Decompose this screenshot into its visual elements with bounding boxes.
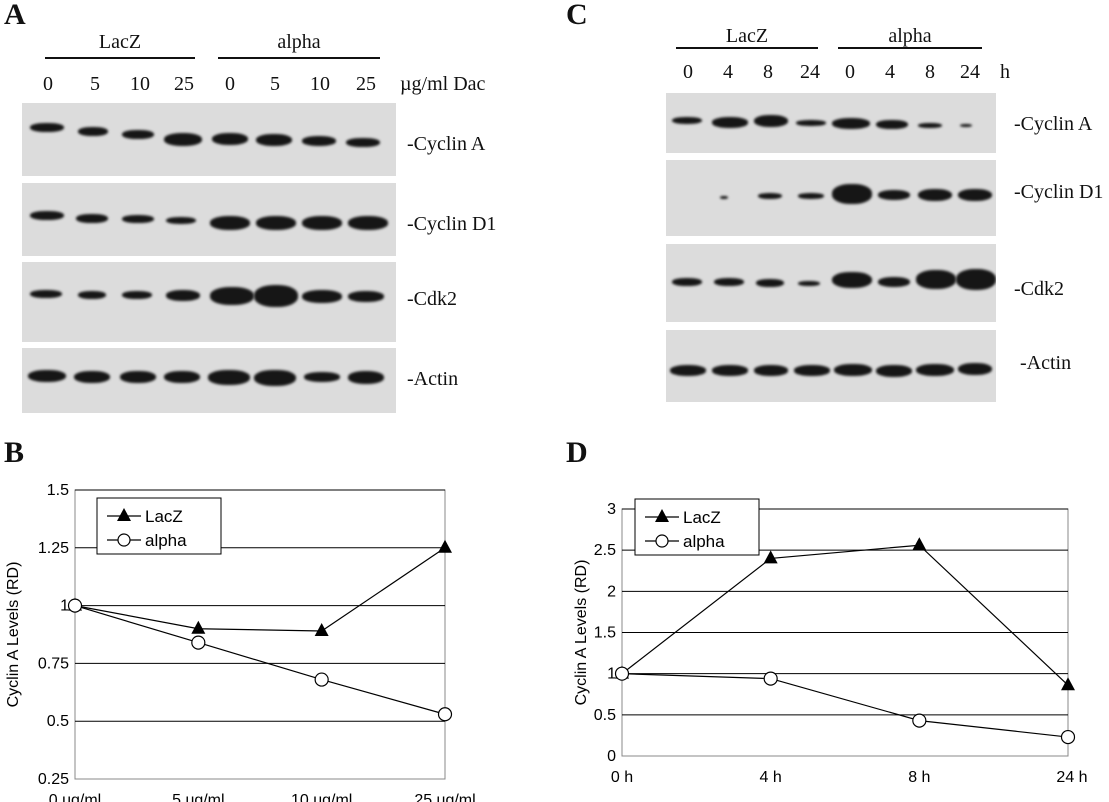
chart-d: 0 0.5 1 1.5 2 2.5 3 0 h 4 h 8 h 24 h Cyclin A Level… [573,498,1088,786]
panel-a-lane-label: 10 [130,73,150,95]
panel-c-blot-cyclin-a [666,93,996,153]
series-line-alpha [74,605,446,715]
panel-a-protein-label: -Cyclin A [407,133,486,155]
y-axis-title: Cyclin A Levels (RD) [5,562,22,708]
panel-a-blot-cyclin-d1 [22,183,396,256]
y-tick-label: 0.75 [38,655,69,672]
y-tick-label: 0.25 [38,771,69,788]
data-point-alpha [437,707,453,722]
panel-c-lane-label: 4 [723,61,733,83]
panel-a-group-lacz: LacZ [98,31,142,53]
panel-c-lane-label: 8 [763,61,773,83]
panel-c-letter: C [566,0,588,31]
data-point-LacZ [191,620,206,634]
legend-box [96,497,222,555]
panel-a-letter: A [4,0,26,31]
panel-d-letter: D [566,436,588,469]
data-point-alpha [763,671,778,686]
x-tick-label: 24 h [1056,769,1087,786]
legend-label: alpha [145,531,187,550]
panel-a-blot-actin [22,348,396,413]
legend-marker [117,533,131,547]
panel-a-lane-label: 5 [270,73,280,95]
panel-c-lane-label: 4 [885,61,895,83]
legend-label: LacZ [683,508,721,527]
panel-c-protein-label: -Cdk2 [1014,278,1064,300]
x-tick-label: 4 h [760,769,782,786]
panel-c-protein-label: -Actin [1020,352,1072,374]
data-point-alpha [614,666,630,681]
y-tick-label: 1 [607,666,616,683]
panel-a-protein-label: -Actin [407,368,459,390]
data-point-alpha [67,598,83,613]
x-tick-label: 0 ug/ml [49,792,101,802]
x-tick-label: 25 ug/ml [414,792,475,802]
panel-c-group-alpha-line [838,47,982,49]
panel-c-group-lacz: LacZ [725,25,769,47]
x-tick-label: 5 ug/ml [172,792,224,802]
data-point-LacZ [438,539,452,553]
panel-a-unit-label: µg/ml Dac [400,73,486,95]
panel-c-blot-cyclin-d1 [666,160,996,236]
data-point-LacZ [763,550,778,564]
y-tick-label: 1.25 [38,540,69,557]
panel-c-lane-label: 8 [925,61,935,83]
panel-b-letter: B [4,436,25,469]
panel-c-lane-label: 0 [683,61,693,83]
series-line-LacZ [74,547,446,632]
panel-c-blot-cdk2 [666,244,996,322]
panel-a-lane-label: 10 [310,73,330,95]
data-point-LacZ [314,623,329,637]
data-point-LacZ [912,537,927,551]
data-point-alpha [191,635,206,650]
panel-a-lane-label: 25 [356,73,376,95]
y-tick-label: 2 [607,583,616,600]
legend-label: LacZ [145,507,183,526]
panel-a-lane-label: 0 [43,73,53,95]
panel-a-blot-cyclin-a [22,103,396,176]
panel-a-group-lacz-line [45,57,195,59]
panel-c-group-alpha: alpha [888,25,932,47]
series-line-LacZ [621,544,1069,686]
x-tick-label: 8 h [908,769,930,786]
panel-a-blot-cdk2 [22,262,396,342]
panel-c-group-lacz-line [676,47,818,49]
y-tick-label: 0.5 [47,713,69,730]
panel-c-lane-label: 0 [845,61,855,83]
chart-b: 0.25 0.5 0.75 1 1.25 1.5 0 ug/ml 5 ug/ml 10 ug/m… [5,482,476,802]
panel-c-protein-label: -Cyclin A [1014,113,1093,135]
y-tick-label: 1.5 [594,625,616,642]
panel-c-lane-label: 24 [800,61,820,83]
x-tick-label: 0 h [611,769,633,786]
panel-c-blot-actin [666,330,996,402]
panel-c-protein-label: -Cyclin D1 [1014,181,1104,203]
y-tick-label: 2.5 [594,542,616,559]
y-tick-label: 1 [60,598,69,615]
y-tick-label: 3 [607,501,616,518]
panel-a-protein-label: -Cdk2 [407,288,457,310]
panel-a-group-alpha: alpha [277,31,321,53]
panel-a-lane-label: 25 [174,73,194,95]
y-axis-title: Cyclin A Levels (RD) [573,560,590,706]
panel-c-unit-label: h [1000,61,1010,83]
y-tick-label: 1.5 [47,482,69,499]
x-tick-label: 10 ug/ml [291,792,352,802]
panel-c-lane-label: 24 [960,61,980,83]
panel-a-group-alpha-line [218,57,380,59]
legend-box [634,498,760,556]
data-point-LacZ [1061,677,1075,691]
legend-marker [117,508,131,521]
legend-marker [655,509,669,522]
data-point-alpha [912,713,927,728]
data-point-alpha [314,672,329,687]
panel-a-protein-label: -Cyclin D1 [407,213,497,235]
panel-a-lane-label: 5 [90,73,100,95]
y-tick-label: 0.5 [594,707,616,724]
panel-a-lane-label: 0 [225,73,235,95]
y-tick-label: 0 [607,748,616,765]
data-point-alpha [1060,729,1076,745]
series-line-alpha [621,673,1069,738]
legend-marker [655,534,669,548]
legend-label: alpha [683,532,725,551]
